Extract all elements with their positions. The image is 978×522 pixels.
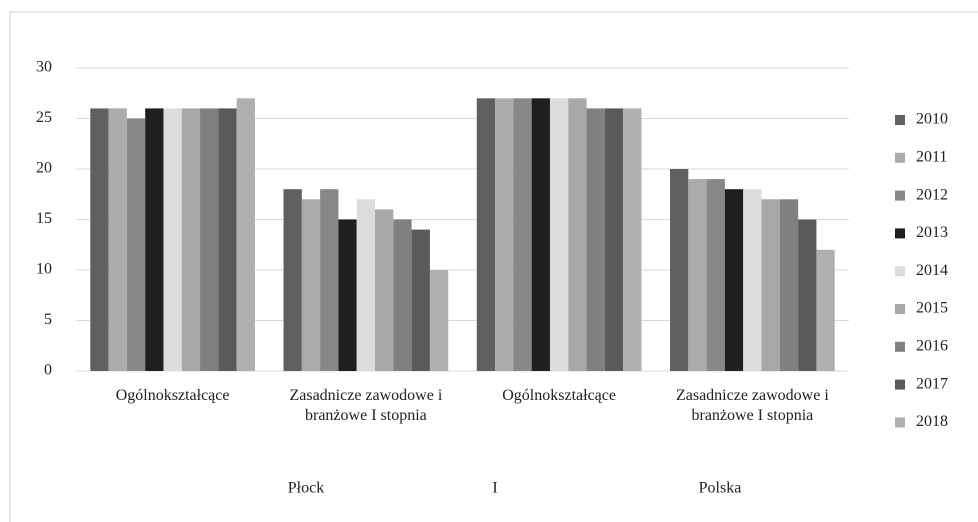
bar	[375, 209, 394, 371]
bar	[393, 219, 412, 371]
bar	[779, 199, 799, 371]
bar	[411, 229, 430, 371]
bar	[706, 179, 725, 371]
y-tick-label: 20	[36, 160, 52, 177]
y-tick-label: 25	[36, 109, 52, 126]
x-tick-label: Ogólnokształcące	[502, 387, 616, 404]
group-label: Płock	[288, 480, 324, 497]
legend-swatch	[895, 304, 905, 314]
legend-label: 2016	[916, 337, 948, 354]
legend-swatch	[895, 228, 905, 239]
legend-swatch	[895, 115, 905, 125]
bar	[604, 108, 624, 372]
y-tick-label: 10	[36, 261, 52, 278]
bar	[126, 118, 146, 371]
bar	[688, 179, 707, 371]
bar	[301, 199, 321, 371]
bar	[531, 98, 550, 372]
legend-swatch	[895, 341, 905, 352]
legend-swatch	[895, 152, 905, 163]
bar	[798, 219, 817, 371]
y-tick-label: 0	[44, 362, 52, 379]
bar	[586, 108, 605, 372]
bar	[320, 189, 339, 371]
bar	[236, 98, 255, 372]
x-tick-label: Ogólnokształcące	[115, 387, 230, 404]
bar	[816, 249, 835, 371]
y-tick-label: 15	[36, 210, 52, 227]
bar	[724, 189, 744, 371]
bar	[568, 98, 587, 372]
x-tick-label: Zasadnicze zawodowe i branżowe I stopnia	[289, 387, 443, 424]
bar	[90, 108, 109, 372]
legend-label: 2015	[916, 300, 948, 317]
bar	[181, 108, 201, 372]
legend-label: 2012	[916, 186, 948, 203]
legend-label: 2013	[916, 224, 948, 241]
bar	[549, 98, 569, 372]
bar	[761, 199, 780, 371]
bar	[218, 108, 237, 372]
group-label: I	[492, 480, 497, 497]
bar	[108, 108, 127, 372]
legend-label: 2011	[916, 148, 947, 165]
bar	[145, 108, 164, 372]
bar	[623, 108, 642, 372]
legend-label: 2017	[916, 375, 948, 392]
legend-swatch	[895, 190, 905, 201]
bar	[356, 199, 376, 371]
bar	[429, 270, 449, 371]
legend-swatch	[895, 379, 905, 390]
legend-label: 2010	[916, 111, 948, 128]
legend-label: 2014	[916, 262, 948, 279]
chart-frame	[9, 11, 978, 522]
legend-swatch	[895, 266, 905, 277]
bar	[338, 219, 357, 371]
legend-label: 2018	[916, 413, 948, 430]
y-tick-label: 30	[36, 59, 52, 76]
bar	[283, 189, 302, 371]
bar	[163, 108, 182, 372]
group-label: Polska	[699, 480, 742, 497]
bar	[200, 108, 219, 372]
bar	[476, 98, 496, 372]
bar	[743, 189, 762, 371]
bar	[513, 98, 532, 372]
bar	[495, 98, 514, 372]
bar	[670, 169, 689, 371]
x-tick-label: Zasadnicze zawodowe i branżowe I stopnia	[675, 387, 829, 424]
legend-swatch	[895, 417, 905, 428]
y-tick-label: 5	[44, 311, 52, 328]
